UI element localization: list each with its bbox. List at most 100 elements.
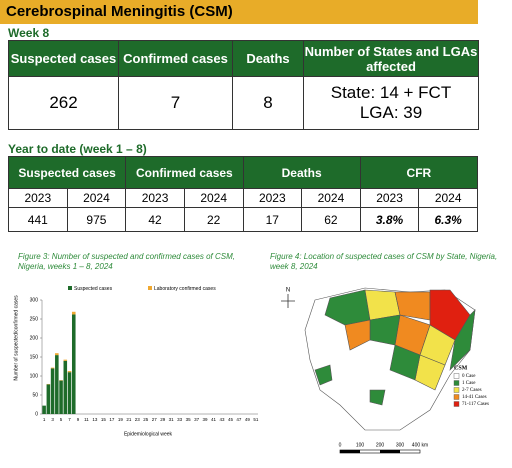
values-row: 441 975 42 22 17 62 3.8% 6.3% bbox=[8, 207, 478, 232]
compass: N bbox=[286, 288, 290, 294]
value-cell: 42 bbox=[125, 207, 185, 232]
ytd-label: Year to date (week 1 – 8) bbox=[8, 142, 147, 156]
x-tick-label: 29 bbox=[160, 417, 166, 422]
legend-label: 1 Case bbox=[462, 381, 476, 386]
bar bbox=[63, 360, 68, 414]
years-row: 2023 2024 2023 2024 2023 2024 2023 2024 bbox=[8, 188, 478, 208]
x-tick-label: 15 bbox=[101, 417, 107, 422]
year-cell: 2024 bbox=[418, 188, 478, 208]
legend-swatch bbox=[453, 387, 460, 393]
bar bbox=[67, 371, 72, 373]
x-tick-label: 35 bbox=[186, 417, 192, 422]
header-cell: Number of States and LGAs affected bbox=[303, 40, 479, 77]
map-shapes bbox=[304, 287, 476, 431]
y-tick-label: 100 bbox=[30, 373, 39, 379]
y-tick-label: 0 bbox=[35, 411, 38, 417]
x-tick-label: 11 bbox=[84, 417, 89, 422]
x-tick-label: 39 bbox=[203, 417, 209, 422]
header-cell: Confirmed cases bbox=[125, 156, 244, 189]
x-tick-label: 45 bbox=[228, 417, 234, 422]
figure-caption: Figure 3: Number of suspected and confir… bbox=[18, 252, 235, 271]
bar bbox=[71, 314, 76, 414]
value-cell: 22 bbox=[183, 207, 244, 232]
bar bbox=[59, 380, 63, 414]
x-tick-label: 23 bbox=[135, 417, 141, 422]
x-tick-label: 1 bbox=[43, 417, 46, 422]
year-cell: 2023 bbox=[359, 188, 420, 208]
bar bbox=[55, 353, 59, 356]
value-cell: 62 bbox=[301, 207, 361, 232]
bar bbox=[67, 372, 72, 414]
value-cell: 17 bbox=[242, 207, 303, 232]
x-tick-label: 43 bbox=[219, 417, 225, 422]
legend-swatch bbox=[453, 373, 460, 379]
value-cell: 8 bbox=[232, 76, 304, 130]
legend-label: Suspected cases bbox=[74, 286, 113, 292]
bar bbox=[46, 384, 51, 414]
legend-swatch bbox=[453, 380, 460, 386]
x-tick-label: 37 bbox=[194, 417, 200, 422]
x-tick-label: 3 bbox=[51, 417, 54, 422]
value-cell: 975 bbox=[66, 207, 127, 232]
value-cell: 6.3% bbox=[418, 207, 478, 232]
value-cell: 262 bbox=[8, 76, 119, 130]
x-tick-label: 27 bbox=[152, 417, 158, 422]
year-cell: 2023 bbox=[125, 188, 185, 208]
figure-caption: Figure 4: Location of suspected cases of… bbox=[270, 252, 498, 271]
affected-states: State: 14 + FCT bbox=[330, 83, 452, 102]
affected-lgas: LGA: 39 bbox=[359, 103, 423, 122]
value-cell: 3.8% bbox=[359, 207, 420, 232]
x-tick-label: 13 bbox=[92, 417, 98, 422]
bar bbox=[50, 367, 55, 369]
y-tick-label: 250 bbox=[30, 316, 39, 322]
header-cell: Confirmed cases bbox=[118, 40, 233, 77]
legend-label: 14-41 Cases bbox=[462, 395, 487, 400]
scale-label: 200 bbox=[376, 442, 385, 448]
x-tick-label: 19 bbox=[118, 417, 124, 422]
x-tick-label: 51 bbox=[253, 417, 259, 422]
week-label: Week 8 bbox=[8, 26, 50, 40]
x-tick-label: 17 bbox=[109, 417, 115, 422]
x-tick-label: 9 bbox=[77, 417, 80, 422]
year-cell: 2024 bbox=[183, 188, 244, 208]
header-cell: Suspected cases bbox=[8, 40, 119, 77]
legend-label: Laboratory confirmed cases bbox=[154, 286, 216, 292]
x-tick-label: 5 bbox=[60, 417, 63, 422]
y-tick-label: 50 bbox=[32, 392, 38, 398]
year-cell: 2024 bbox=[301, 188, 361, 208]
bar bbox=[42, 405, 46, 414]
year-cell: 2023 bbox=[242, 188, 303, 208]
value-cell: State: 14 + FCT LGA: 39 bbox=[303, 76, 479, 130]
x-tick-label: 41 bbox=[211, 417, 217, 422]
legend-label: 2-7 Cases bbox=[462, 388, 482, 393]
scale-label: 100 bbox=[356, 442, 365, 448]
bar bbox=[63, 359, 68, 361]
legend-title: CSM bbox=[454, 365, 468, 371]
section-title: Cerebrospinal Meningitis (CSM) bbox=[0, 0, 478, 24]
y-axis-title: Number of suspected/confirmed cases bbox=[13, 295, 19, 381]
ytd-table: Suspected cases Confirmed cases Deaths C… bbox=[7, 156, 479, 232]
x-tick-label: 31 bbox=[169, 417, 175, 422]
x-tick-label: 47 bbox=[236, 417, 242, 422]
x-tick-label: 49 bbox=[245, 417, 251, 422]
legend-label: 0 Case bbox=[462, 374, 476, 379]
scale-label: 300 bbox=[396, 442, 405, 448]
year-cell: 2024 bbox=[66, 188, 127, 208]
compass-cross bbox=[281, 294, 295, 308]
legend-swatch bbox=[453, 394, 460, 400]
year-cell: 2023 bbox=[8, 188, 68, 208]
legend-swatch bbox=[68, 286, 72, 290]
x-axis-title: Epidemiological week bbox=[124, 431, 173, 437]
scale-label: 0 bbox=[339, 442, 342, 448]
header-cell: Suspected cases bbox=[7, 156, 127, 189]
header-cell: CFR bbox=[359, 156, 479, 189]
value-cell: 7 bbox=[118, 76, 233, 130]
bar bbox=[55, 355, 59, 414]
week-table: Suspected cases Confirmed cases Deaths N… bbox=[8, 40, 479, 130]
scale-label: 400 km bbox=[412, 442, 428, 448]
x-tick-label: 25 bbox=[143, 417, 149, 422]
header-cell: Deaths bbox=[232, 40, 304, 77]
legend-swatch bbox=[453, 401, 460, 407]
x-tick-label: 21 bbox=[126, 417, 132, 422]
